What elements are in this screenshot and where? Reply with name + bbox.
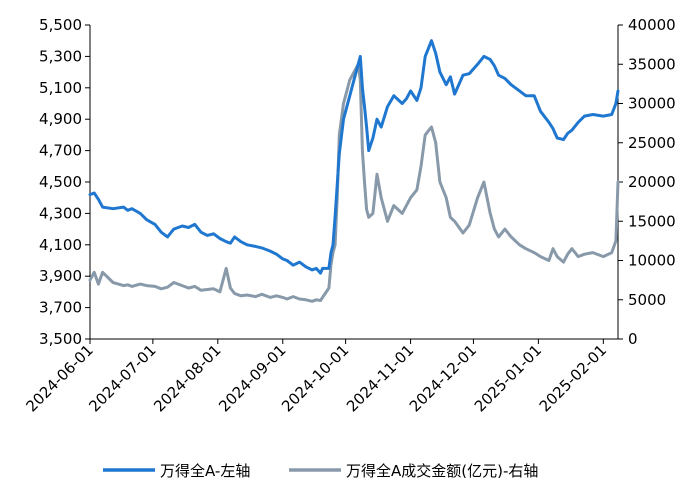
x-axis-tick-label: 2025-01-01 — [471, 341, 545, 415]
left-axis-tick-label: 5,500 — [39, 16, 82, 34]
legend: 万得全A-左轴 万得全A成交金额(亿元)-右轴 — [103, 462, 538, 480]
right-axis-tick-label: 20000 — [628, 173, 676, 191]
right-axis-tick-label: 30000 — [628, 95, 676, 113]
left-axis-tick-label: 4,700 — [39, 142, 82, 160]
series-line-index — [88, 39, 620, 275]
left-axis-tick-label: 5,100 — [39, 79, 82, 97]
right-axis-tick-label: 5000 — [628, 291, 666, 309]
right-axis-tick-label: 10000 — [628, 252, 676, 270]
legend-item-turnover: 万得全A成交金额(亿元)-右轴 — [289, 462, 538, 480]
left-axis-ticks: 3,500 3,700 3,900 4,100 4,300 4,500 4,700 4,900… — [39, 16, 90, 348]
x-axis-tick-label: 2024-08-01 — [150, 341, 224, 415]
x-axis-tick-label: 2025-02-01 — [536, 341, 610, 415]
right-axis-ticks: 0 5000 10000 15000 20000 25000 30000 35000 40000 — [618, 16, 676, 348]
left-axis-tick-label: 4,900 — [39, 110, 82, 128]
x-axis-ticks: 2024-06-012024-07-012024-08-012024-09-01… — [22, 339, 610, 415]
series-line-turnover — [88, 62, 620, 303]
series-layer — [88, 39, 620, 303]
right-axis-tick-label: 25000 — [628, 134, 676, 152]
right-axis-tick-label: 40000 — [628, 16, 676, 34]
left-axis-tick-label: 4,500 — [39, 173, 82, 191]
left-axis-tick-label: 5,300 — [39, 47, 82, 65]
x-axis-tick-label: 2024-07-01 — [85, 341, 159, 415]
left-axis-tick-label: 3,500 — [39, 330, 82, 348]
right-axis-tick-label: 0 — [628, 330, 638, 348]
x-axis-tick-label: 2024-10-01 — [278, 341, 352, 415]
left-axis-tick-label: 3,900 — [39, 267, 82, 285]
legend-label-index: 万得全A-左轴 — [160, 462, 250, 480]
legend-label-turnover: 万得全A成交金额(亿元)-右轴 — [346, 462, 538, 480]
left-axis-tick-label: 4,300 — [39, 204, 82, 222]
legend-item-index: 万得全A-左轴 — [103, 462, 250, 480]
right-axis-tick-label: 35000 — [628, 55, 676, 73]
left-axis-tick-label: 4,100 — [39, 236, 82, 254]
right-axis-tick-label: 15000 — [628, 212, 676, 230]
left-axis-tick-label: 3,700 — [39, 299, 82, 317]
x-axis-tick-label: 2024-12-01 — [406, 341, 480, 415]
